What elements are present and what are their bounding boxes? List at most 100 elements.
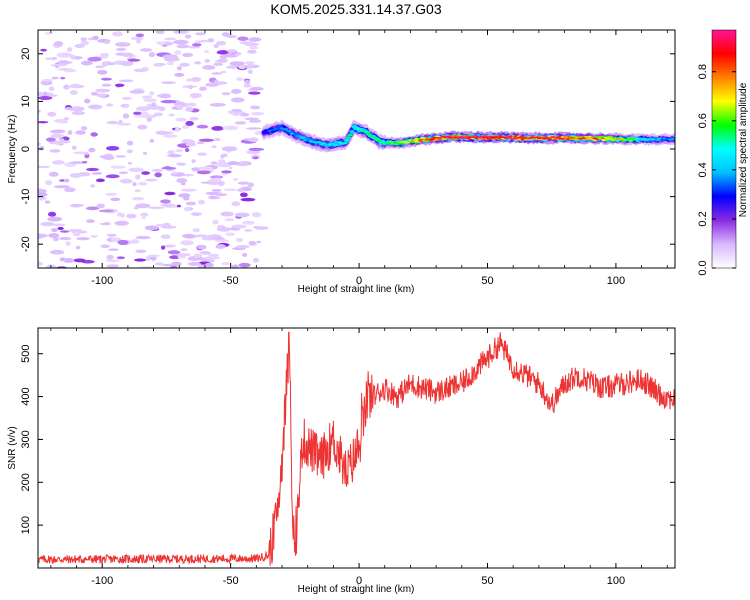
ridge-cell [432, 136, 438, 139]
spectrogram-xtick-label: 0 [356, 275, 362, 287]
noise-blob [169, 255, 180, 260]
noise-blob [248, 91, 261, 95]
noise-blob [138, 181, 147, 186]
noise-blob [211, 72, 223, 75]
ridge-cell [434, 138, 440, 140]
noise-blob [231, 224, 248, 229]
noise-blob [126, 213, 137, 219]
ridge-cell [552, 138, 558, 140]
colorbar-ticks: 0.0 0.2 0.4 0.6 0.8 [697, 64, 736, 276]
noise-blob [155, 30, 165, 35]
ridge-cell [461, 137, 467, 140]
noise-blob [114, 220, 129, 226]
noise-blob [230, 97, 245, 103]
noise-blob [80, 60, 93, 66]
ridge-cell [427, 137, 432, 139]
noise-blob [95, 178, 105, 183]
noise-blob [135, 174, 141, 180]
noise-blob [253, 257, 260, 263]
noise-blob [66, 47, 73, 53]
noise-blob [160, 199, 171, 204]
noise-blob [180, 240, 195, 246]
noise-blob [112, 31, 124, 37]
ridge-cell [389, 140, 395, 143]
noise-blob [38, 165, 51, 169]
noise-blob [182, 173, 194, 177]
noise-blob [85, 206, 100, 211]
noise-blob [173, 30, 189, 35]
ridge-cell [587, 138, 592, 140]
noise-blob [185, 201, 196, 206]
noise-blob [176, 162, 187, 166]
colorbar-tick-label: 0.0 [697, 260, 709, 275]
noise-blob [115, 155, 127, 158]
ridge-cell [603, 136, 609, 139]
noise-blob [133, 115, 149, 118]
noise-blob [145, 178, 158, 182]
noise-blob [213, 43, 219, 49]
noise-blob [186, 78, 192, 82]
noise-blob [151, 102, 157, 107]
noise-blob [87, 104, 103, 110]
noise-blob [244, 42, 259, 47]
noise-blob [64, 106, 73, 111]
noise-blob [160, 99, 177, 104]
noise-blob [194, 32, 206, 36]
noise-blob [84, 98, 91, 104]
colorbar-tick-label: 0.8 [697, 64, 709, 79]
noise-blob [162, 134, 178, 138]
noise-blob [154, 262, 165, 266]
noise-blob [248, 147, 265, 151]
noise-blob [63, 84, 70, 90]
ridge-cell [412, 139, 418, 141]
noise-blob [164, 56, 180, 62]
spectrogram-marks [38, 30, 675, 268]
noise-blob [180, 248, 188, 252]
noise-blob [167, 250, 181, 255]
noise-blob [147, 254, 160, 258]
noise-blob [67, 130, 73, 136]
noise-blob [121, 52, 134, 57]
noise-blob [248, 119, 262, 123]
noise-blob [64, 117, 69, 121]
noise-blob [91, 172, 103, 175]
snr-xtick-label: 0 [356, 575, 362, 587]
noise-blob [197, 244, 207, 250]
ridge-cell [351, 125, 357, 128]
noise-blob [164, 37, 177, 41]
noise-blob [160, 245, 166, 250]
noise-blob [236, 237, 244, 243]
noise-blob [248, 37, 262, 42]
noise-blob [213, 177, 222, 183]
noise-blob [211, 145, 217, 149]
noise-blob [156, 41, 166, 45]
noise-blob [176, 44, 190, 49]
noise-blob [97, 69, 108, 75]
snr-xtick-label: 50 [481, 575, 493, 587]
noise-blob [128, 167, 144, 173]
ridge-cell [632, 139, 637, 141]
snr-frame [37, 327, 676, 569]
noise-blob [57, 226, 64, 230]
noise-blob [135, 33, 145, 38]
noise-blob [120, 60, 134, 67]
noise-blob [69, 173, 83, 178]
ridge-cell [437, 138, 443, 140]
ridge-cell [459, 136, 465, 138]
ridge-cell [567, 136, 573, 139]
noise-blob [199, 86, 207, 91]
noise-blob [70, 203, 82, 208]
noise-blob [101, 61, 108, 67]
noise-blob [204, 262, 214, 268]
noise-blob [194, 40, 202, 44]
noise-blob [143, 98, 158, 103]
spectrogram-ytick-label: -10 [20, 189, 32, 205]
noise-blob [75, 245, 81, 250]
noise-blob [38, 91, 44, 97]
noise-blob [134, 258, 147, 262]
noise-blob [167, 150, 175, 155]
noise-blob [96, 93, 108, 98]
noise-blob [183, 196, 190, 201]
